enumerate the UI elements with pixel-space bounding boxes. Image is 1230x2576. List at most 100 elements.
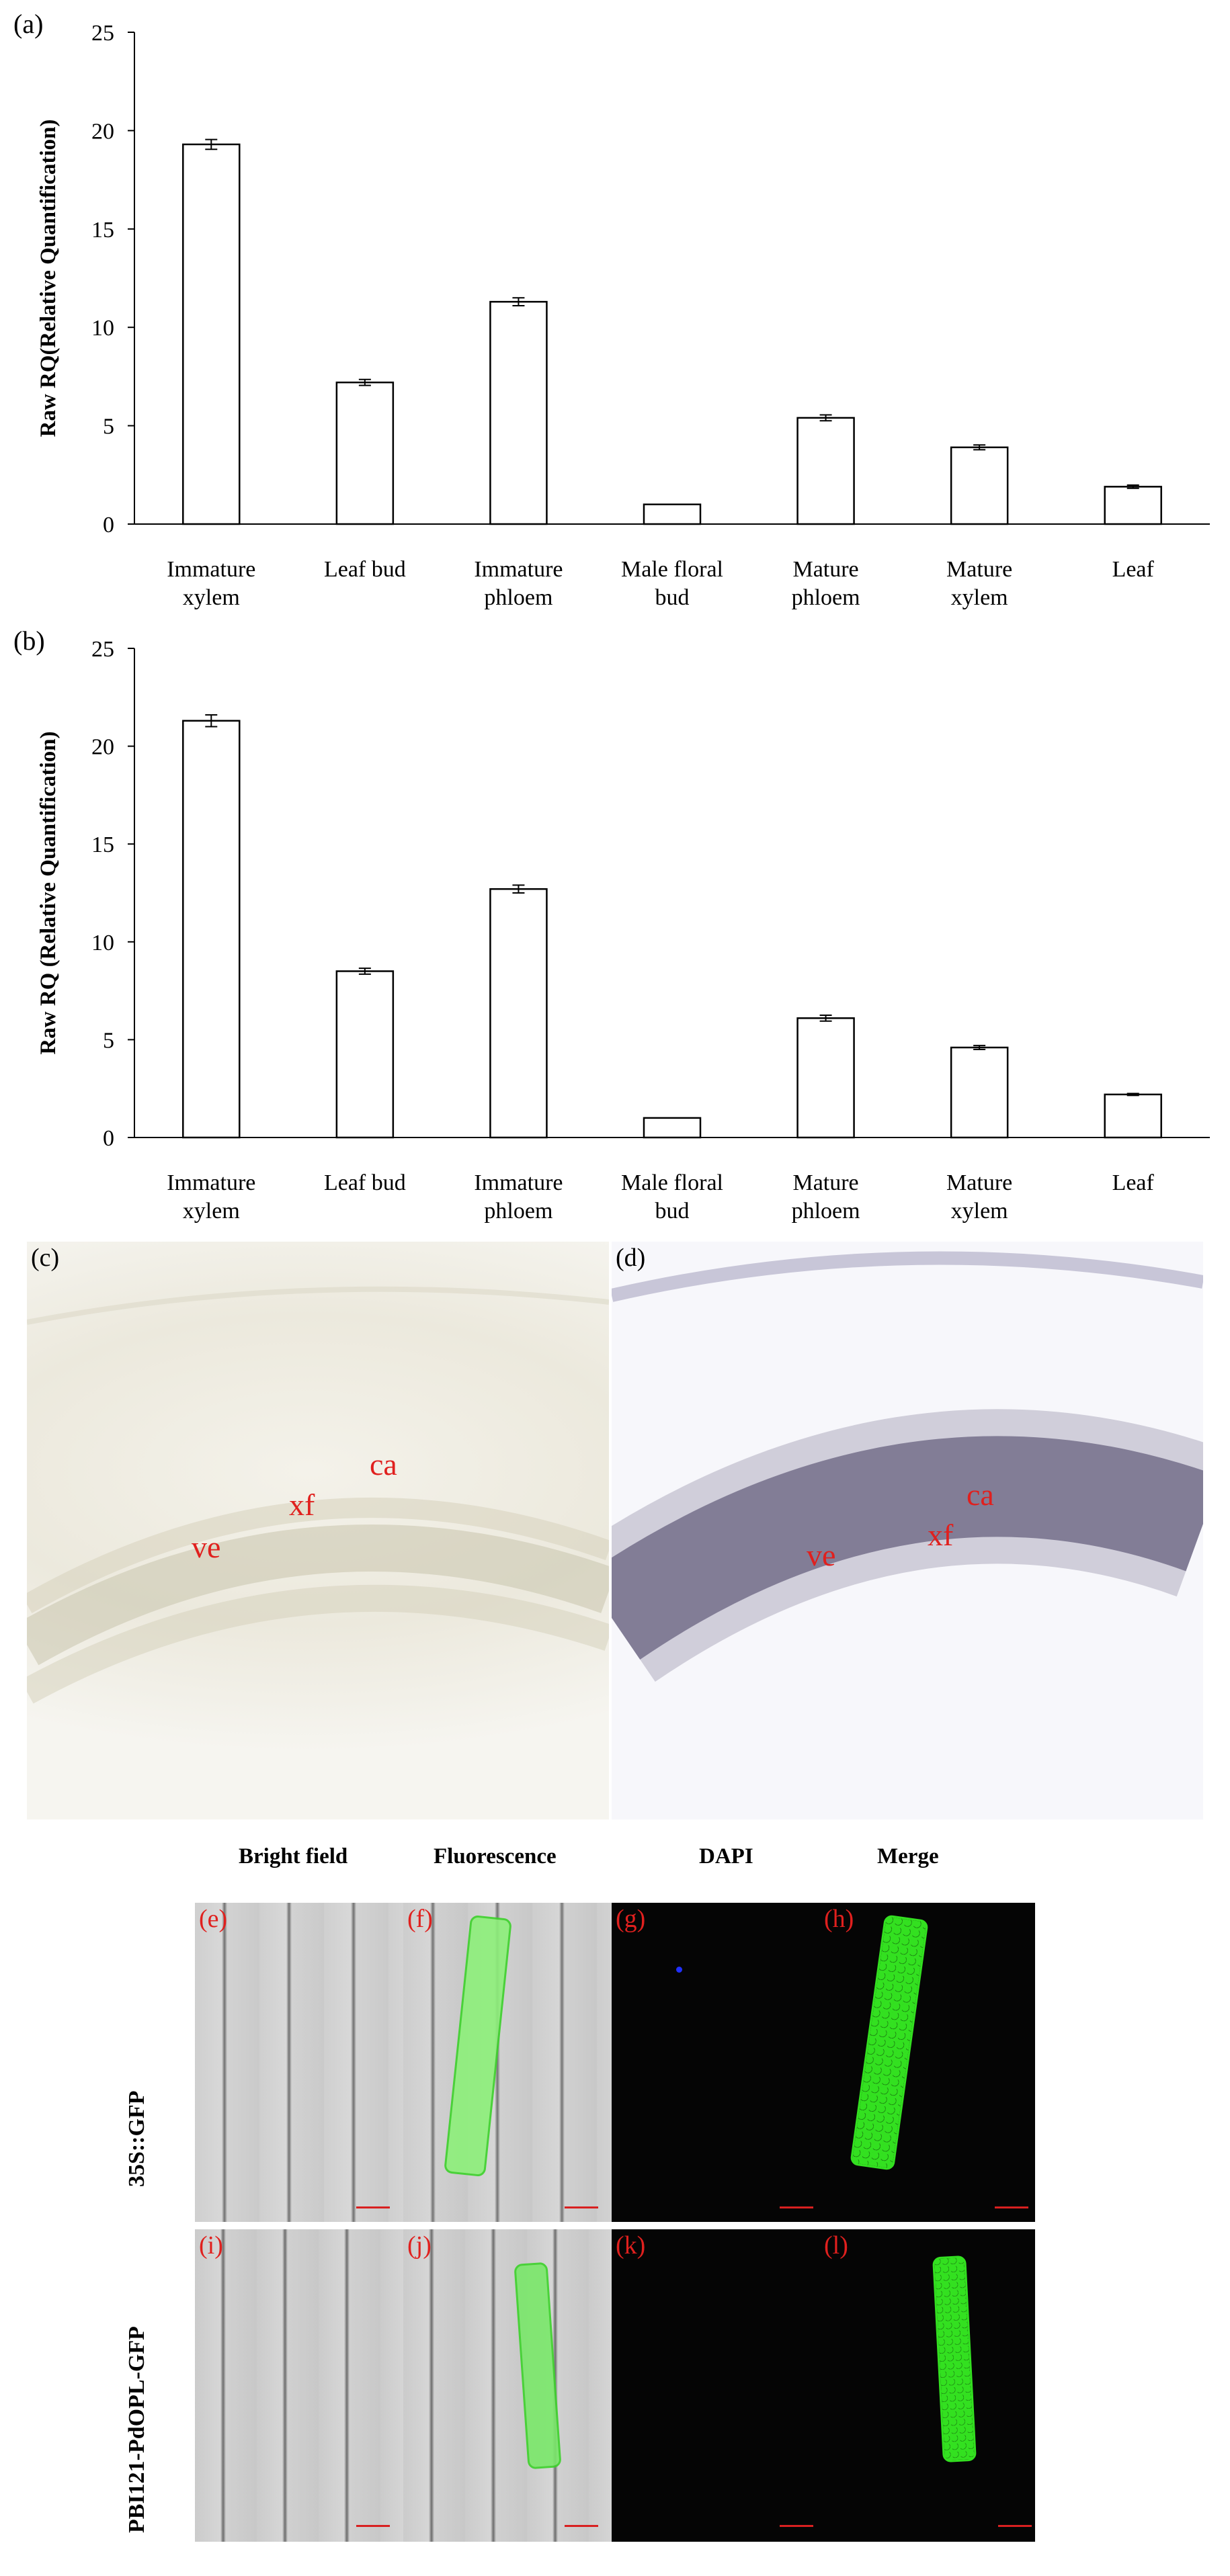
- bright-field-image-i: (i): [195, 2229, 403, 2542]
- cross-section-image-d: (d) ca xf ve: [612, 1242, 1203, 1819]
- category-label-a-4-0: Mature: [792, 557, 858, 582]
- column-header-merge: Merge: [877, 1844, 939, 1869]
- dapi-image-k: (k): [612, 2229, 820, 2542]
- category-label-b-0-0: Immature: [167, 1170, 255, 1195]
- y-tick-label-a-5: 25: [91, 21, 114, 46]
- category-label-a-0-1: xylem: [183, 585, 240, 610]
- category-label-a-5-0: Mature: [946, 557, 1012, 582]
- y-axis-label-b: Raw RQ (Relative Quantification): [36, 731, 60, 1054]
- gfp-cell-l: [932, 2255, 977, 2463]
- fluorescence-image-j: (j): [403, 2229, 612, 2542]
- scale-bar-g: [780, 2206, 813, 2208]
- category-label-a-3-0: Male floral: [621, 557, 723, 582]
- error-bar-b-5: [973, 1045, 986, 1050]
- bar-a-5: [950, 446, 1009, 525]
- panel-l-letter: (l): [824, 2231, 848, 2260]
- scale-bar-f: [565, 2206, 598, 2208]
- scale-bar-l: [998, 2525, 1032, 2527]
- error-bar-a-5: [973, 444, 986, 451]
- gfp-cell-f: [443, 1914, 513, 2178]
- column-header-bright-field: Bright field: [239, 1844, 348, 1869]
- bar-a-3: [643, 503, 702, 525]
- panel-i-letter: (i): [199, 2231, 223, 2260]
- y-tick-label-b-5: 25: [91, 637, 114, 662]
- bar-b-5: [950, 1046, 1009, 1139]
- error-bar-b-1: [358, 968, 371, 975]
- y-tick-label-a-2: 10: [91, 316, 114, 341]
- category-label-b-0-1: xylem: [183, 1199, 240, 1223]
- dapi-image-g: (g): [612, 1903, 820, 2222]
- panel-g-letter: (g): [616, 1905, 646, 1933]
- panel-f-letter: (f): [407, 1905, 433, 1933]
- column-header-dapi: DAPI: [699, 1844, 753, 1869]
- column-header-fluorescence: Fluorescence: [434, 1844, 557, 1869]
- panel-j-letter: (j): [407, 2231, 432, 2260]
- y-tick-label-a-0: 0: [103, 513, 114, 538]
- category-label-b-3-1: bud: [655, 1199, 690, 1223]
- category-label-a-3-1: bud: [655, 585, 690, 610]
- scale-bar-j: [565, 2525, 598, 2527]
- bar-b-4: [796, 1017, 855, 1139]
- label-xf-d: xf: [928, 1518, 954, 1552]
- error-bar-b-2: [512, 884, 525, 894]
- bar-b-6: [1104, 1093, 1162, 1139]
- bar-a-1: [335, 381, 395, 525]
- panel-h-letter: (h): [824, 1905, 854, 1933]
- fluorescence-image-f: (f): [403, 1903, 612, 2222]
- bar-b-3: [643, 1117, 702, 1139]
- category-label-b-4-0: Mature: [792, 1170, 858, 1195]
- label-ve-d: ve: [807, 1538, 836, 1572]
- cross-section-image-c: (c) ca xf ve: [27, 1242, 609, 1819]
- label-ve-c: ve: [192, 1530, 221, 1564]
- panel-d-letter: (d): [616, 1244, 646, 1272]
- category-label-b-3-0: Male floral: [621, 1170, 723, 1195]
- category-label-a-0-0: Immature: [167, 557, 255, 582]
- error-bar-b-0: [205, 714, 218, 728]
- error-bar-a-6: [1126, 484, 1139, 489]
- scale-bar-k: [780, 2525, 813, 2527]
- bar-a-2: [489, 300, 548, 525]
- error-bar-a-2: [512, 297, 525, 306]
- category-label-a-1-0: Leaf bud: [324, 557, 406, 582]
- bright-field-image-e: (e): [195, 1903, 403, 2222]
- merge-image-h: (h): [820, 1903, 1035, 2222]
- category-label-a-6-0: Leaf: [1112, 557, 1155, 582]
- y-tick-label-b-2: 10: [91, 931, 114, 955]
- panel-k-letter: (k): [616, 2231, 646, 2260]
- error-bar-a-4: [819, 414, 832, 422]
- error-bar-a-0: [205, 138, 218, 151]
- category-label-a-2-0: Immature: [474, 557, 563, 582]
- y-tick-label-b-3: 15: [91, 832, 114, 857]
- y-tick-label-a-3: 15: [91, 218, 114, 243]
- panel-e-letter: (e): [199, 1905, 228, 1933]
- category-label-b-5-0: Mature: [946, 1170, 1012, 1195]
- category-label-b-2-1: phloem: [484, 1199, 552, 1223]
- category-label-a-4-1: phloem: [792, 585, 860, 610]
- label-ca-c: ca: [370, 1447, 397, 1482]
- label-xf-c: xf: [289, 1488, 315, 1522]
- bar-b-2: [489, 888, 548, 1139]
- category-label-a-5-1: xylem: [951, 585, 1008, 610]
- category-label-b-1-0: Leaf bud: [324, 1170, 406, 1195]
- error-bar-b-6: [1126, 1092, 1139, 1097]
- category-label-a-2-1: phloem: [484, 585, 552, 610]
- label-ca-d: ca: [967, 1477, 994, 1512]
- category-label-b-2-0: Immature: [474, 1170, 563, 1195]
- scale-bar-h: [995, 2206, 1028, 2208]
- y-tick-label-a-4: 20: [91, 119, 114, 144]
- bar-chart-b: 0 5 10 15 20 25 Raw RQ (Relative Quantificatio…: [36, 637, 1210, 1223]
- panel-a-letter: (a): [13, 9, 44, 39]
- row-header-35s-gfp: 35S::GFP: [124, 2090, 149, 2187]
- bar-a-6: [1104, 486, 1162, 525]
- error-bar-a-1: [358, 378, 371, 386]
- dapi-nucleus-g: [676, 1967, 682, 1973]
- tissue-rings-c: [27, 1286, 609, 1704]
- y-tick-label-b-4: 20: [91, 735, 114, 760]
- y-tick-label-a-1: 5: [103, 415, 114, 439]
- y-axis-label-a: Raw RQ(Relative Quantification): [36, 120, 60, 437]
- bar-a-4: [796, 417, 855, 525]
- gfp-cell-h: [850, 1914, 929, 2171]
- y-tick-label-b-0: 0: [103, 1126, 114, 1151]
- panel-c-letter: (c): [31, 1244, 60, 1272]
- panel-b-letter: (b): [13, 626, 45, 656]
